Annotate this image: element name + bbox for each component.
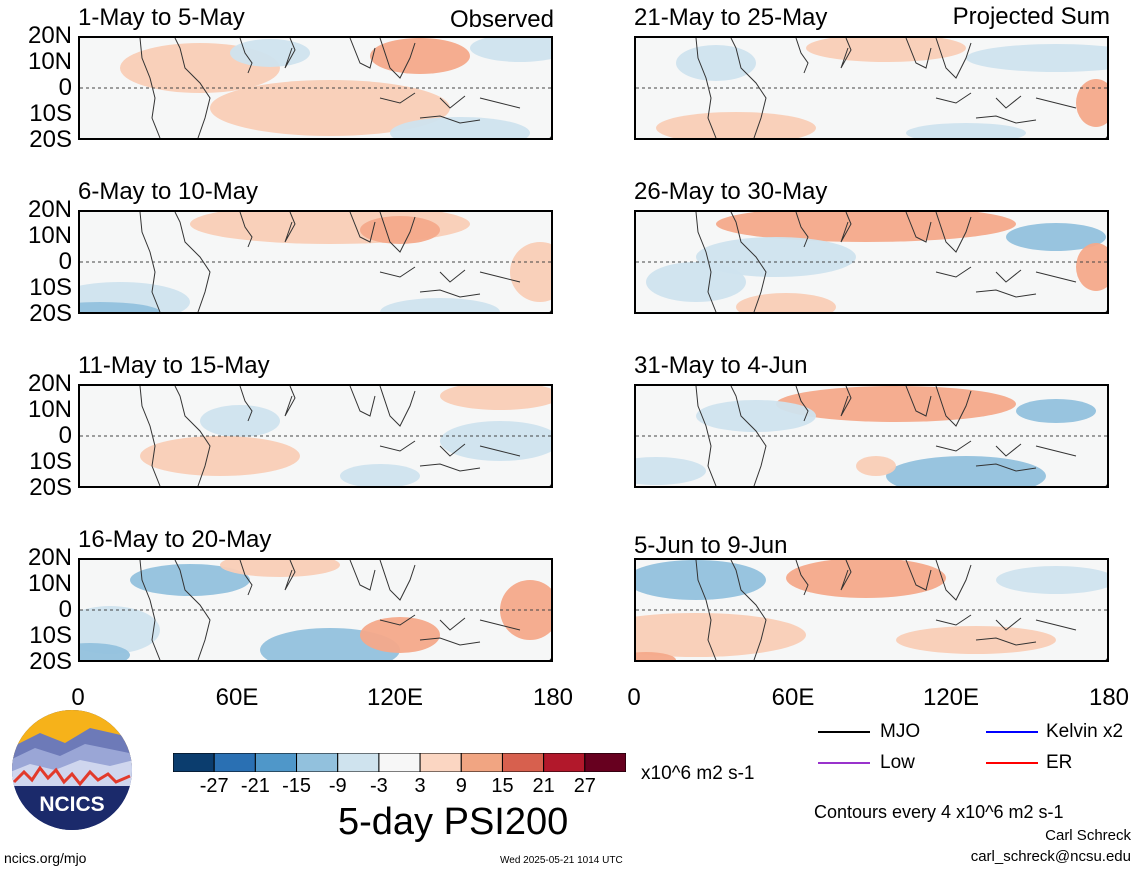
- y-tick-label: 10N: [27, 570, 72, 597]
- colorbar-tick-label: 9: [455, 775, 467, 797]
- y-tick-label: 20S: [29, 300, 72, 327]
- map-panel-left-4: [78, 558, 553, 662]
- legend-low-label: Low: [880, 752, 915, 773]
- colorbar-units: x10^6 m2 s-1: [641, 763, 755, 784]
- y-tick-label: 10N: [27, 396, 72, 423]
- x-tick-left-180: 180: [532, 684, 574, 711]
- author-email: carl_schreck@ncsu.edu: [970, 848, 1131, 865]
- colorbar-tick-label: 3: [414, 775, 426, 797]
- colorbar-tick-label: 21: [532, 775, 555, 797]
- y-tick-label: 0: [58, 74, 72, 101]
- colorbar-tick-label: 27: [573, 775, 596, 797]
- colorbar: [172, 752, 627, 773]
- y-tick-label: 0: [58, 596, 72, 623]
- colorbar-swatch: [543, 752, 586, 773]
- panel-title-left-1: 1-May to 5-May: [78, 4, 245, 31]
- y-tick-label: 10S: [29, 448, 72, 475]
- colorbar-swatch: [337, 752, 380, 773]
- map-panel-right-2: [634, 210, 1109, 314]
- panel-title-right-2: 26-May to 30-May: [634, 178, 828, 205]
- y-tick-label: 10S: [29, 274, 72, 301]
- colorbar-tick-label: -27: [199, 775, 229, 797]
- colorbar-swatch: [172, 752, 215, 773]
- colorbar-tick-label: -21: [240, 775, 270, 797]
- y-tick-label: 0: [58, 248, 72, 275]
- panel-title-right-3: 31-May to 4-Jun: [634, 352, 808, 379]
- y-tick-label: 20S: [29, 648, 72, 675]
- projected-label: Projected Sum: [952, 3, 1110, 30]
- x-tick-right-60e: 60E: [771, 684, 815, 711]
- panel-title-left-4: 16-May to 20-May: [78, 526, 272, 553]
- timestamp: Wed 2025-05-21 1014 UTC: [500, 855, 623, 866]
- legend-kelvin-line: [986, 731, 1038, 733]
- colorbar-tick-label: -9: [328, 775, 347, 797]
- colorbar-swatch: [254, 752, 298, 773]
- map-panel-left-3: [78, 384, 553, 488]
- x-tick-right-180: 180: [1088, 684, 1130, 711]
- contour-note: Contours every 4 x10^6 m2 s-1: [814, 802, 1064, 822]
- legend-er-line: [986, 762, 1038, 764]
- legend-mjo-label: MJO: [880, 721, 921, 742]
- colorbar-title: 5-day PSI200: [338, 801, 569, 843]
- legend-kelvin-label: Kelvin x2: [1046, 721, 1124, 742]
- observed-label: Observed: [449, 6, 554, 33]
- x-tick-right-0: 0: [627, 684, 641, 711]
- colorbar-swatch: [213, 752, 256, 773]
- x-tick-left-120e: 120E: [366, 684, 424, 711]
- colorbar-swatch: [584, 752, 627, 773]
- colorbar-tick-label: -3: [370, 775, 388, 797]
- x-tick-left-60e: 60E: [215, 684, 259, 711]
- y-tick-label: 20N: [27, 196, 72, 223]
- map-panel-right-3: [634, 384, 1109, 488]
- map-panel-left-1: [78, 36, 553, 140]
- map-panel-right-4: [634, 558, 1109, 662]
- y-tick-label: 20N: [27, 370, 72, 397]
- colorbar-tick-label: -15: [282, 775, 311, 797]
- colorbar-swatch: [419, 752, 462, 773]
- y-tick-label: 20N: [27, 544, 72, 571]
- y-tick-label: 10N: [27, 222, 72, 249]
- y-tick-label: 0: [58, 422, 72, 449]
- svg-text:NCICS: NCICS: [39, 793, 104, 816]
- y-tick-label: 10S: [29, 100, 72, 127]
- y-tick-label: 20S: [29, 474, 72, 501]
- ncics-logo: NCICS: [10, 708, 134, 832]
- map-panel-left-2: [78, 210, 553, 314]
- legend-low-line: [818, 762, 870, 764]
- x-tick-right-120e: 120E: [922, 684, 980, 711]
- panel-title-left-2: 6-May to 10-May: [78, 178, 259, 205]
- map-panel-right-1: [634, 36, 1109, 140]
- colorbar-swatch: [378, 752, 421, 773]
- colorbar-tick-label: 15: [491, 775, 514, 797]
- panel-title-right-4: 5-Jun to 9-Jun: [634, 532, 788, 559]
- colorbar-swatch: [460, 752, 503, 773]
- legend-er-label: ER: [1046, 752, 1073, 773]
- legend-mjo-line: [818, 731, 870, 733]
- author-name: Carl Schreck: [1045, 827, 1131, 844]
- colorbar-swatch: [296, 752, 339, 773]
- y-tick-label: 20N: [27, 22, 72, 49]
- y-tick-label: 10S: [29, 622, 72, 649]
- panel-title-left-3: 11-May to 15-May: [78, 352, 270, 379]
- x-tick-left-0: 0: [71, 684, 85, 711]
- site-link[interactable]: ncics.org/mjo: [4, 850, 87, 866]
- colorbar-swatch: [501, 752, 545, 773]
- y-tick-label: 20S: [29, 126, 72, 153]
- panel-title-right-1: 21-May to 25-May: [634, 4, 828, 31]
- y-tick-label: 10N: [27, 48, 72, 75]
